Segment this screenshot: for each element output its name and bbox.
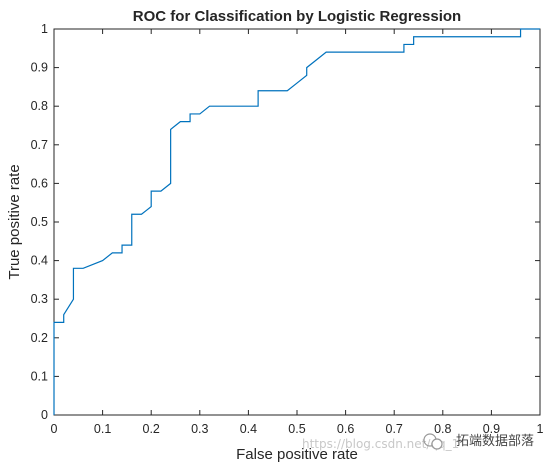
- y-tick-label: 0.7: [31, 138, 48, 152]
- x-tick-label: 1: [537, 422, 544, 436]
- roc-curve-line: [53, 28, 540, 415]
- y-tick-label: 0.6: [31, 176, 48, 190]
- x-tick-label: 0.6: [337, 422, 354, 436]
- x-tick-label: 0.2: [143, 422, 160, 436]
- y-tick-label: 0.8: [31, 99, 48, 113]
- wechat-icon: [423, 433, 443, 450]
- plot-area: [53, 28, 541, 416]
- y-tick-label: 0.1: [31, 369, 48, 383]
- y-tick-label: 0.4: [31, 254, 48, 268]
- y-tick-label: 0.5: [31, 215, 48, 229]
- x-tick-label: 0.3: [191, 422, 208, 436]
- x-tick-label: 0.8: [434, 422, 451, 436]
- x-tick-label: 0.4: [240, 422, 257, 436]
- y-tick-label: 0.3: [31, 292, 48, 306]
- watermark-url: https://blog.csdn.net/qq_1: [302, 437, 459, 451]
- roc-series: [53, 28, 540, 415]
- x-tick-label: 0.1: [94, 422, 111, 436]
- y-ticks: 0 0.1 0.2 0.3 0.4 0.5 0.6 0.7 0.8 0.9 1: [31, 22, 540, 422]
- y-tick-label: 0.9: [31, 61, 48, 75]
- x-tick-label: 0.5: [288, 422, 305, 436]
- chart-title: ROC for Classification by Logistic Regre…: [133, 8, 461, 25]
- watermark-brand: 拓端数据部落: [456, 434, 534, 449]
- x-axis-label: False positive rate: [236, 446, 358, 463]
- y-tick-label: 1: [41, 22, 48, 36]
- x-tick-label: 0: [51, 422, 58, 436]
- x-ticks: 0 0.1 0.2 0.3 0.4 0.5 0.6 0.7 0.8 0.9 1: [51, 29, 544, 436]
- y-axis-label: True positive rate: [6, 164, 23, 279]
- x-tick-label: 0.7: [386, 422, 403, 436]
- y-tick-label: 0.2: [31, 331, 48, 345]
- x-tick-label: 0.9: [483, 422, 500, 436]
- y-tick-label: 0: [41, 408, 48, 422]
